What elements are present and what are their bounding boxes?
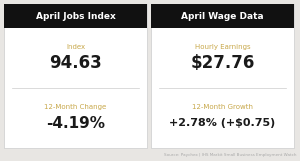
Bar — [151, 4, 294, 148]
Text: -4.19%: -4.19% — [46, 115, 105, 131]
Text: Hourly Earnings: Hourly Earnings — [195, 44, 250, 50]
Bar — [4, 4, 147, 28]
Text: $27.76: $27.76 — [190, 54, 255, 72]
Text: April Jobs Index: April Jobs Index — [36, 11, 116, 20]
Text: 94.63: 94.63 — [49, 54, 102, 72]
Text: 12-Month Change: 12-Month Change — [44, 104, 106, 110]
Text: Source: Paychex | IHS Markit Small Business Employment Watch: Source: Paychex | IHS Markit Small Busin… — [164, 153, 296, 157]
Text: Index: Index — [66, 44, 85, 50]
Text: +2.78% (+$0.75): +2.78% (+$0.75) — [169, 118, 276, 128]
Text: April Wage Data: April Wage Data — [181, 11, 264, 20]
Bar — [151, 4, 294, 28]
Bar — [4, 4, 147, 148]
Text: 12-Month Growth: 12-Month Growth — [192, 104, 253, 110]
